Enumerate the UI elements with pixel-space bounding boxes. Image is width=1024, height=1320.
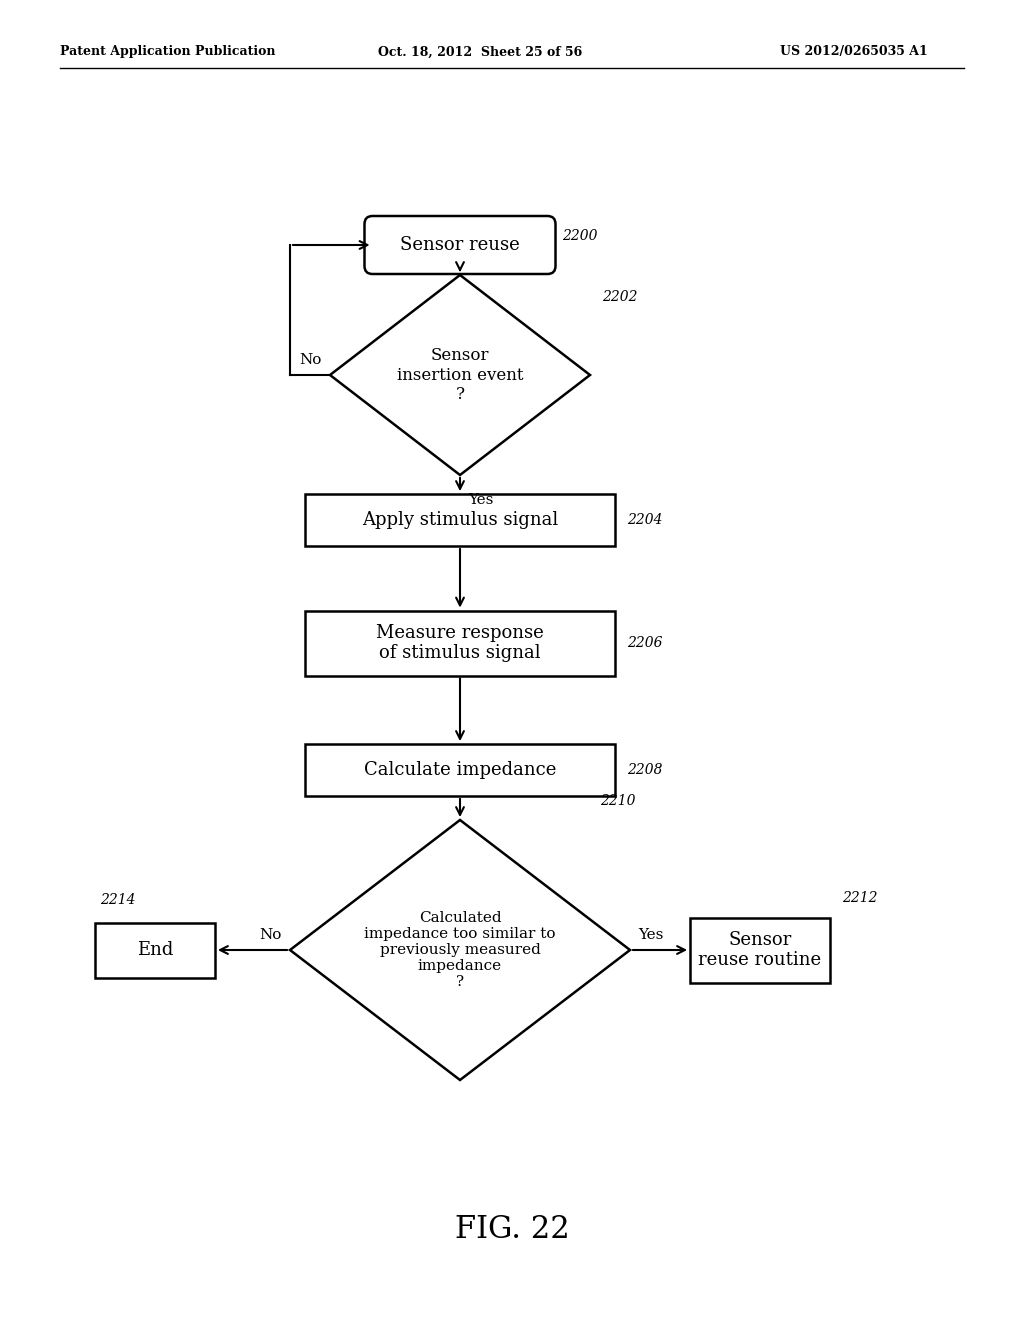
Text: 2204: 2204	[627, 513, 663, 527]
Polygon shape	[330, 275, 590, 475]
Text: 2202: 2202	[602, 290, 638, 304]
Text: US 2012/0265035 A1: US 2012/0265035 A1	[780, 45, 928, 58]
Text: Sensor
insertion event
?: Sensor insertion event ?	[396, 347, 523, 403]
Bar	[305, 494, 615, 546]
Text: No: No	[300, 352, 322, 367]
Text: Oct. 18, 2012  Sheet 25 of 56: Oct. 18, 2012 Sheet 25 of 56	[378, 45, 582, 58]
Bar	[305, 610, 615, 676]
Text: Measure response
of stimulus signal: Measure response of stimulus signal	[376, 623, 544, 663]
Text: No: No	[260, 928, 282, 942]
Text: 2214: 2214	[100, 894, 135, 908]
Bar	[690, 917, 830, 982]
Text: 2206: 2206	[627, 636, 663, 649]
Text: Patent Application Publication: Patent Application Publication	[60, 45, 275, 58]
Text: 2212: 2212	[842, 891, 878, 906]
Text: Yes: Yes	[638, 928, 664, 942]
Text: Yes: Yes	[468, 492, 494, 507]
Text: 2200: 2200	[562, 228, 598, 243]
Text: End: End	[137, 941, 173, 960]
Text: Calculate impedance: Calculate impedance	[364, 762, 556, 779]
Bar	[305, 744, 615, 796]
Text: Calculated
impedance too similar to
previously measured
impedance
?: Calculated impedance too similar to prev…	[365, 911, 556, 990]
Text: Sensor
reuse routine: Sensor reuse routine	[698, 931, 821, 969]
Text: FIG. 22: FIG. 22	[455, 1214, 569, 1246]
FancyBboxPatch shape	[365, 216, 555, 275]
Text: Sensor reuse: Sensor reuse	[400, 236, 520, 253]
Polygon shape	[290, 820, 630, 1080]
Bar	[95, 923, 215, 978]
Text: 2210: 2210	[600, 795, 636, 808]
Text: Apply stimulus signal: Apply stimulus signal	[361, 511, 558, 529]
Text: 2208: 2208	[627, 763, 663, 777]
